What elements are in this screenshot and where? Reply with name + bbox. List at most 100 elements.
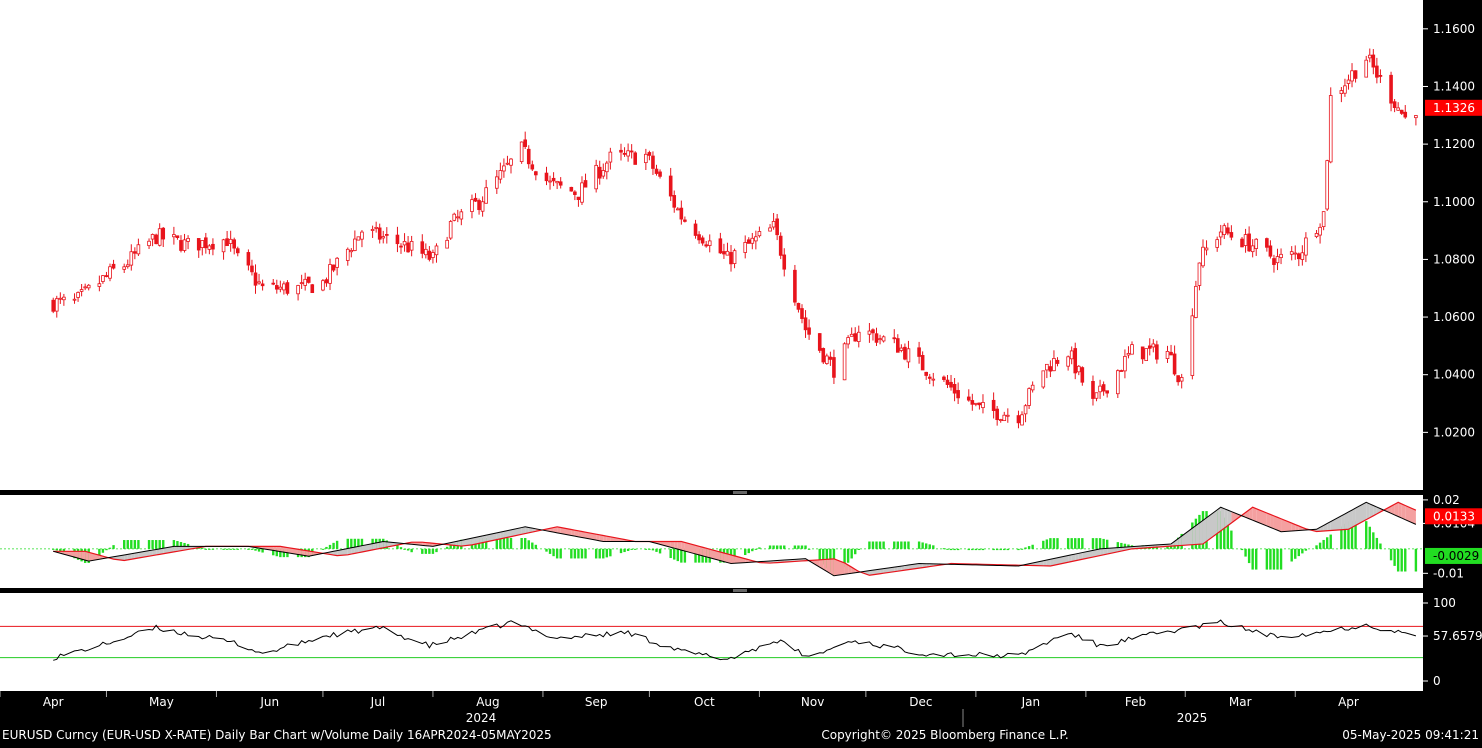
candle-body	[505, 162, 510, 165]
x-month-label: Apr	[1338, 695, 1359, 709]
candle-body	[1346, 79, 1351, 84]
candle-body	[345, 248, 350, 261]
macd-histogram-bar	[321, 548, 325, 550]
candle-body	[1289, 251, 1294, 255]
candle-body	[729, 252, 733, 265]
candle-body	[1279, 253, 1283, 258]
macd-histogram-bar	[605, 548, 609, 558]
candle-body	[1101, 384, 1106, 392]
macd-signal-fill	[1366, 502, 1370, 520]
macd-signal-fill	[1341, 513, 1345, 530]
candle-body	[693, 223, 698, 236]
candle-body	[424, 248, 428, 256]
macd-histogram-bar	[1102, 538, 1105, 549]
macd-histogram-bar	[1404, 548, 1407, 572]
macd-signal-fill	[904, 565, 909, 571]
candle-body	[1027, 388, 1031, 406]
macd-histogram-bar	[1290, 548, 1293, 562]
macd-histogram-bar	[204, 548, 208, 550]
candle-body	[179, 240, 183, 251]
macd-signal-fill	[63, 551, 75, 558]
macd-histogram-bar	[846, 548, 850, 563]
macd-signal-fill	[1096, 548, 1101, 557]
macd-histogram-bar	[552, 548, 555, 557]
footer-copyright: Copyright© 2025 Bloomberg Finance L.P.	[821, 728, 1068, 742]
candle-body	[385, 234, 389, 236]
candle-body	[544, 172, 549, 182]
macd-histogram-bar	[399, 547, 403, 549]
macd-histogram-bar	[527, 540, 530, 549]
macd-signal-fill	[681, 541, 685, 552]
candle-body	[555, 180, 559, 184]
macd-signal-fill	[557, 526, 561, 534]
candle-body	[1204, 247, 1209, 251]
macd-histogram-bar	[619, 548, 623, 554]
macd-histogram-bar	[247, 548, 250, 550]
macd-histogram-bar	[807, 548, 811, 550]
macd-signal-fill	[1199, 520, 1203, 545]
macd-signal-fill	[603, 535, 607, 542]
candle-body	[1080, 367, 1085, 383]
macd-signal-fill	[1043, 560, 1047, 566]
candle-body	[455, 216, 460, 219]
macd-histogram-bar	[1123, 543, 1127, 549]
macd-signal-fill	[1227, 510, 1232, 526]
macd-histogram-bar	[1294, 548, 1297, 559]
splitter-handle[interactable]	[733, 589, 747, 592]
macd-signal-fill	[894, 566, 898, 572]
macd-signal-fill	[702, 547, 707, 557]
candle-body	[310, 284, 315, 294]
macd-histogram-bar	[573, 548, 577, 559]
candle-body	[846, 337, 850, 345]
candle-body	[920, 355, 925, 371]
macd-signal-fill	[358, 545, 362, 553]
candle-body	[927, 376, 932, 379]
macd-signal-fill	[347, 547, 352, 555]
candle-body	[534, 171, 538, 176]
macd-histogram-bar	[222, 548, 225, 550]
macd-histogram-bar	[332, 542, 335, 549]
candle-body	[331, 264, 336, 271]
macd-histogram-bar	[609, 548, 612, 557]
macd-signal-fill	[354, 546, 359, 554]
candle-body	[526, 148, 531, 165]
candle-body	[1247, 233, 1251, 252]
macd-histogram-bar	[907, 541, 910, 549]
macd-signal-fill	[610, 536, 622, 542]
candle-body	[1371, 54, 1376, 68]
last-price-label: 1.1326	[1433, 101, 1475, 115]
macd-histogram-bar	[272, 548, 275, 556]
macd-histogram-bar	[1365, 521, 1368, 549]
candle-body	[452, 213, 457, 221]
candle-body	[750, 237, 755, 244]
macd-histogram-bar	[453, 543, 456, 549]
candle-body	[278, 286, 283, 290]
macd-signal-fill	[1181, 528, 1193, 546]
macd-signal-fill	[457, 540, 462, 547]
macd-signal-fill	[880, 568, 884, 574]
macd-histogram-bar	[981, 548, 985, 551]
macd-signal-fill	[578, 530, 582, 538]
candle-body	[1165, 350, 1170, 359]
macd-signal-fill	[695, 545, 700, 555]
candle-body	[697, 234, 701, 241]
macd-signal-fill	[386, 541, 398, 548]
macd-histogram-bar	[123, 540, 126, 549]
x-month-label: Aug	[476, 695, 499, 709]
candle-body	[825, 355, 829, 364]
macd-histogram-bar	[949, 548, 953, 551]
candle-body	[1066, 356, 1070, 367]
macd-signal-fill	[124, 554, 128, 561]
splitter-handle[interactable]	[733, 491, 747, 494]
macd-signal-fill	[819, 559, 824, 570]
macd-histogram-bar	[179, 541, 183, 549]
macd-signal-fill	[723, 552, 728, 563]
candle-body	[434, 245, 439, 256]
candle-body	[1328, 95, 1333, 163]
candle-body	[72, 298, 77, 301]
macd-histogram-bar	[577, 548, 580, 559]
price-tick-label: 1.0400	[1433, 368, 1475, 382]
candle-body	[83, 286, 87, 289]
candle-body	[133, 251, 137, 254]
